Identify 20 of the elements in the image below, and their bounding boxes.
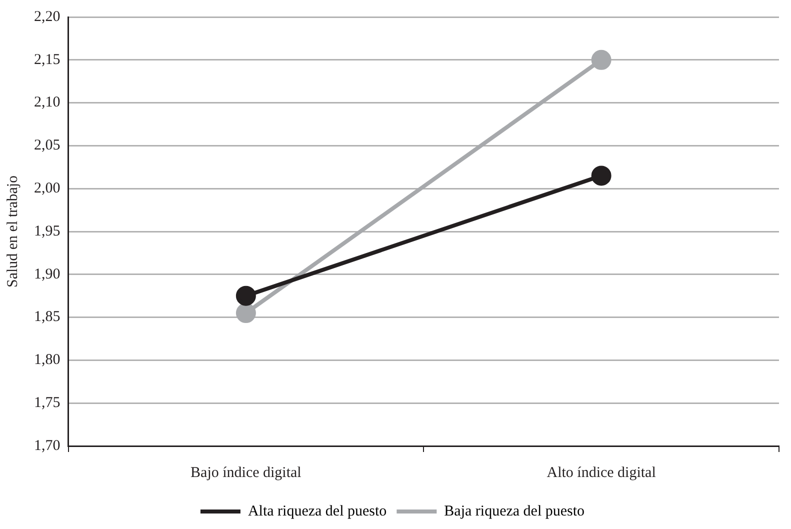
legend-label: Alta riqueza del puesto <box>248 503 387 520</box>
y-tick-label: 1,80 <box>34 352 60 368</box>
x-tick-label: Alto índice digital <box>546 464 656 481</box>
y-tick-label: 2,15 <box>34 52 60 68</box>
y-tick-label: 1,90 <box>34 266 60 282</box>
legend-label: Baja riqueza del puesto <box>444 503 585 520</box>
y-tick-label: 2,10 <box>34 94 60 111</box>
y-tick-label: 2,20 <box>34 8 60 25</box>
y-tick-label: 2,00 <box>34 180 60 197</box>
point <box>591 166 612 186</box>
y-axis-title: Salud en el trabajo <box>4 175 21 288</box>
point <box>236 286 256 306</box>
y-tick-label: 2,05 <box>34 138 60 154</box>
x-tick-label: Bajo índice digital <box>190 464 302 481</box>
y-tick-label: 1,95 <box>34 223 60 240</box>
y-tick-label: 1,75 <box>34 395 60 412</box>
point <box>236 303 256 324</box>
point <box>591 50 612 70</box>
y-tick-label: 1,70 <box>34 438 60 454</box>
y-tick-label: 1,85 <box>34 309 60 326</box>
